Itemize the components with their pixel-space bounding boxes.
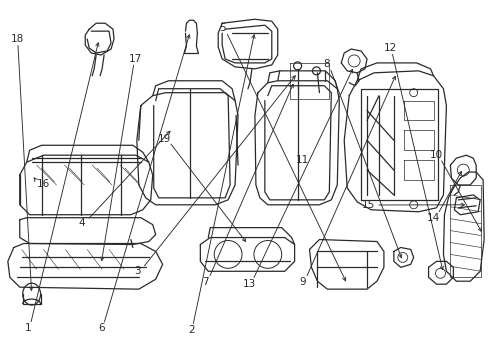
Text: 17: 17 bbox=[128, 54, 142, 64]
Text: 12: 12 bbox=[383, 43, 396, 53]
Text: 10: 10 bbox=[429, 150, 442, 160]
Text: 1: 1 bbox=[25, 323, 32, 333]
Text: 16: 16 bbox=[37, 179, 50, 189]
Text: 9: 9 bbox=[299, 277, 305, 287]
Text: 14: 14 bbox=[426, 212, 440, 222]
Text: 5: 5 bbox=[219, 23, 225, 33]
Text: 13: 13 bbox=[242, 279, 255, 289]
Text: 15: 15 bbox=[361, 200, 374, 210]
Text: 8: 8 bbox=[323, 59, 329, 69]
Text: 2: 2 bbox=[187, 325, 194, 335]
Text: 7: 7 bbox=[202, 277, 208, 287]
Text: 4: 4 bbox=[79, 218, 85, 228]
Text: 18: 18 bbox=[11, 34, 24, 44]
Text: 3: 3 bbox=[134, 266, 141, 276]
Text: 6: 6 bbox=[98, 323, 104, 333]
Text: 11: 11 bbox=[296, 156, 309, 165]
Text: 19: 19 bbox=[158, 134, 171, 144]
